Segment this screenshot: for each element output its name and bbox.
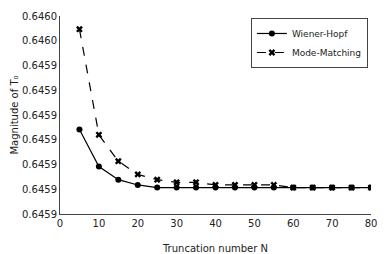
- svg-text:0.6459: 0.6459: [22, 134, 57, 145]
- svg-text:0.6460: 0.6460: [22, 11, 57, 22]
- svg-text:0.6459: 0.6459: [22, 184, 57, 195]
- svg-text:Magnitude of T₀: Magnitude of T₀: [9, 75, 20, 154]
- svg-text:80: 80: [365, 218, 378, 229]
- svg-text:0.6459: 0.6459: [22, 60, 57, 71]
- svg-text:60: 60: [287, 218, 300, 229]
- svg-text:10: 10: [93, 218, 106, 229]
- svg-text:0.6459: 0.6459: [22, 209, 57, 220]
- svg-text:0.6459: 0.6459: [22, 159, 57, 170]
- svg-text:40: 40: [209, 218, 222, 229]
- svg-text:0: 0: [57, 218, 63, 229]
- svg-text:0.6459: 0.6459: [22, 85, 57, 96]
- svg-text:50: 50: [248, 218, 261, 229]
- svg-text:Wiener-Hopf: Wiener-Hopf: [292, 29, 348, 39]
- svg-text:Mode-Matching: Mode-Matching: [292, 48, 361, 58]
- svg-text:20: 20: [131, 218, 144, 229]
- svg-text:30: 30: [170, 218, 183, 229]
- svg-text:0.6459: 0.6459: [22, 110, 57, 121]
- svg-text:0.6460: 0.6460: [22, 35, 57, 46]
- svg-text:70: 70: [326, 218, 339, 229]
- svg-text:Truncation number N: Truncation number N: [162, 243, 268, 254]
